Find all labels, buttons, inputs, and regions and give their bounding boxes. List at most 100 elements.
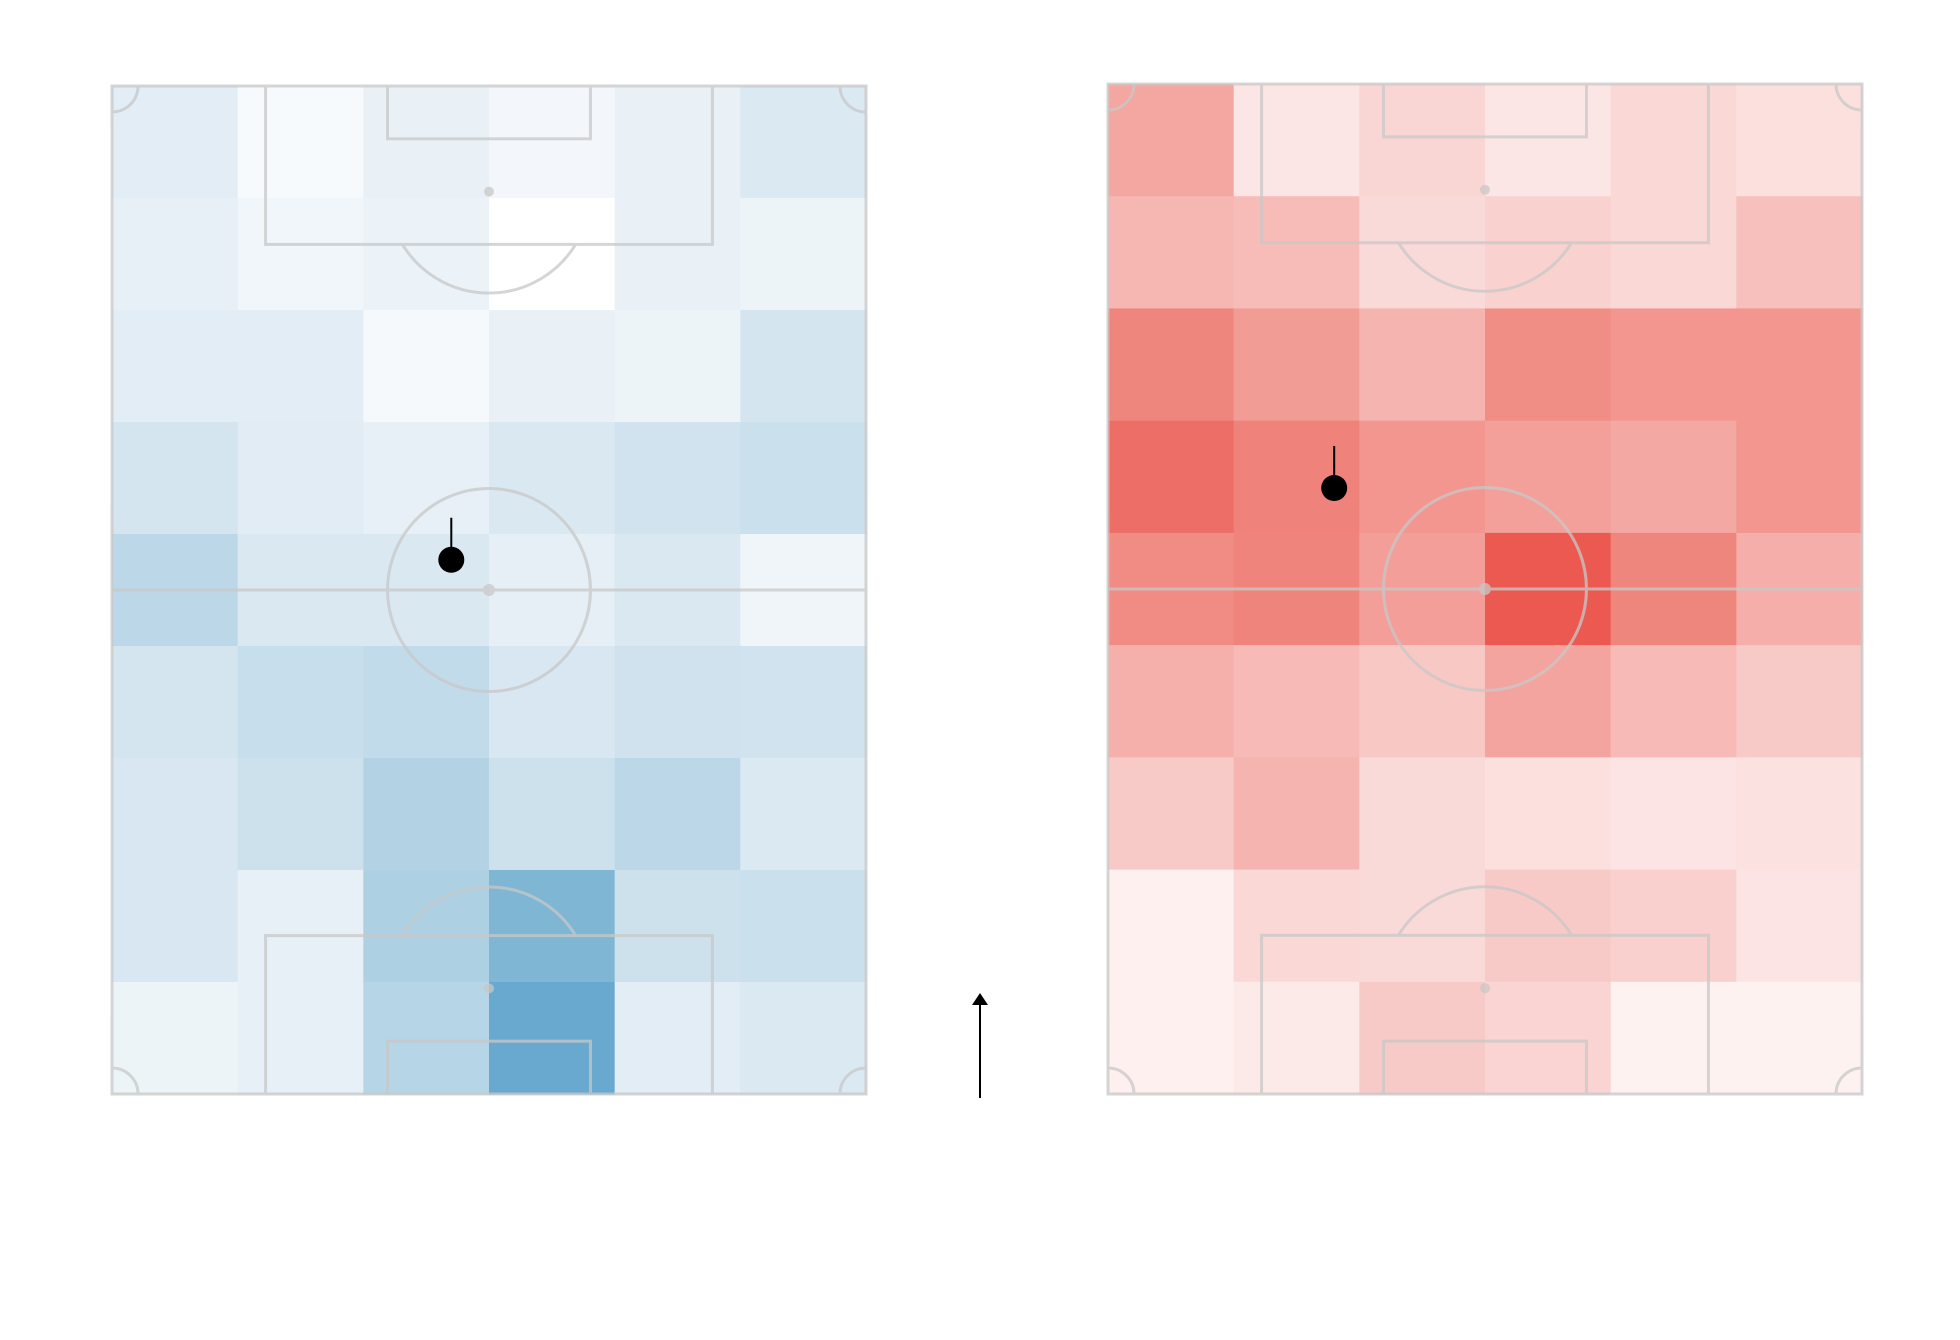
heatmap-cell [1610, 757, 1737, 871]
heatmap-cell [1485, 869, 1612, 983]
heatmap-cell [1485, 420, 1612, 534]
heatmap-cell [1108, 981, 1235, 1095]
heatmap-cell [112, 310, 239, 423]
attack-direction-arrow [972, 993, 988, 1098]
arrow-head [972, 993, 988, 1005]
heatmap-cell [1359, 981, 1486, 1095]
heatmap-cell [1736, 84, 1863, 197]
heatmap-cell [489, 198, 616, 311]
heatmap-cell [1610, 308, 1737, 422]
heatmap-cell [1108, 757, 1235, 871]
heatmap-cell [614, 646, 741, 759]
centre-spot [483, 584, 495, 596]
pitch-lines [1106, 82, 1864, 1096]
corner-arc [1107, 1066, 1136, 1095]
pitch-panel-1 [110, 84, 868, 1096]
heatmap-cell [614, 870, 741, 983]
heatmap-cell [363, 870, 490, 983]
heatmap-cell [1108, 869, 1235, 983]
heatmap-cell [112, 646, 239, 759]
heatmap-cell [237, 310, 364, 423]
heatmap-cell [1359, 84, 1486, 197]
pitch-lines [110, 84, 868, 1096]
heatmap-cell [614, 198, 741, 311]
heatmap-cell [489, 982, 616, 1095]
heatmap-cell [112, 982, 239, 1095]
heatmap-cell [1736, 757, 1863, 871]
heatmap-cell [237, 982, 364, 1095]
penalty-arc-top [1397, 241, 1573, 293]
penalty-spot-bottom [484, 983, 494, 994]
heatmap-cell [1736, 308, 1863, 422]
heatmap-cell [1610, 84, 1737, 197]
heatmap-cell [1359, 757, 1486, 871]
heatmap-cell [614, 86, 741, 199]
heatmap-cell [1485, 645, 1612, 758]
heatmap-cell [1610, 420, 1737, 534]
heatmap-cell [489, 758, 616, 871]
heatmap-cell [1108, 645, 1235, 758]
heatmap-cell [237, 758, 364, 871]
heatmap-cell [363, 646, 490, 759]
heatmap-cell [1485, 981, 1612, 1095]
heatmap-cell [363, 982, 490, 1095]
heatmap-cell [740, 870, 867, 983]
heatmap-cell [489, 310, 616, 423]
heatmap-cell [1233, 84, 1360, 197]
heatmap-cell [1359, 196, 1486, 310]
corner-arc [1107, 83, 1136, 112]
centre-circle [386, 487, 592, 693]
heatmap-cell [1610, 645, 1737, 758]
centre-circle [1382, 486, 1588, 692]
heatmap-cell [740, 422, 867, 535]
penalty-arc-bottom [1397, 885, 1573, 937]
average-position-marker [438, 546, 465, 573]
heatmap-cell [614, 422, 741, 535]
goal-area-bottom [386, 1039, 592, 1096]
heatmap-cell [237, 646, 364, 759]
heatmap-cell [1736, 196, 1863, 310]
heatmap-cell [363, 198, 490, 311]
corner-arc [838, 1066, 867, 1095]
pitch-panel-2 [1106, 82, 1864, 1096]
heatmap-cell [112, 758, 239, 871]
heatmap-cell [489, 870, 616, 983]
heatmap-cell [1485, 308, 1612, 422]
heatmap-cell [1736, 869, 1863, 983]
heatmap-cell [1610, 869, 1737, 983]
heatmap-cell [1610, 981, 1737, 1095]
corner-arc [1834, 1066, 1863, 1095]
corner-arc [111, 1066, 140, 1095]
heatmap-cell [614, 310, 741, 423]
heatmap-cell [614, 982, 741, 1095]
heatmap-cell [614, 758, 741, 871]
heatmap-cell [489, 86, 616, 199]
penalty-spot-bottom [1480, 983, 1490, 994]
goal-area-top [1382, 82, 1588, 139]
heatmap-cell [1359, 869, 1486, 983]
penalty-arc-bottom [401, 885, 577, 937]
heatmap-cell [1233, 869, 1360, 983]
heatmap-cell [1359, 420, 1486, 534]
heatmap-cell [740, 758, 867, 871]
heatmap-cell [740, 198, 867, 311]
heatmap-cell [237, 422, 364, 535]
heatmap-cell [363, 310, 490, 423]
penalty-arc-top [401, 243, 577, 295]
goal-area-bottom [1382, 1039, 1588, 1096]
heatmap-cell [1233, 645, 1360, 758]
penalty-spot-top [484, 186, 494, 197]
heatmap-cell [112, 198, 239, 311]
heatmap-cell [740, 646, 867, 759]
heatmap-cell [1736, 420, 1863, 534]
heatmap-cell [1233, 308, 1360, 422]
heatmap-cell [740, 86, 867, 199]
heatmap-cell [237, 198, 364, 311]
heatmap-cell [112, 86, 239, 199]
corner-arc [1834, 83, 1863, 112]
heatmap-cell [1233, 196, 1360, 310]
heatmap-cell [1108, 308, 1235, 422]
heatmap-cell [489, 646, 616, 759]
heatmap-cell [363, 758, 490, 871]
